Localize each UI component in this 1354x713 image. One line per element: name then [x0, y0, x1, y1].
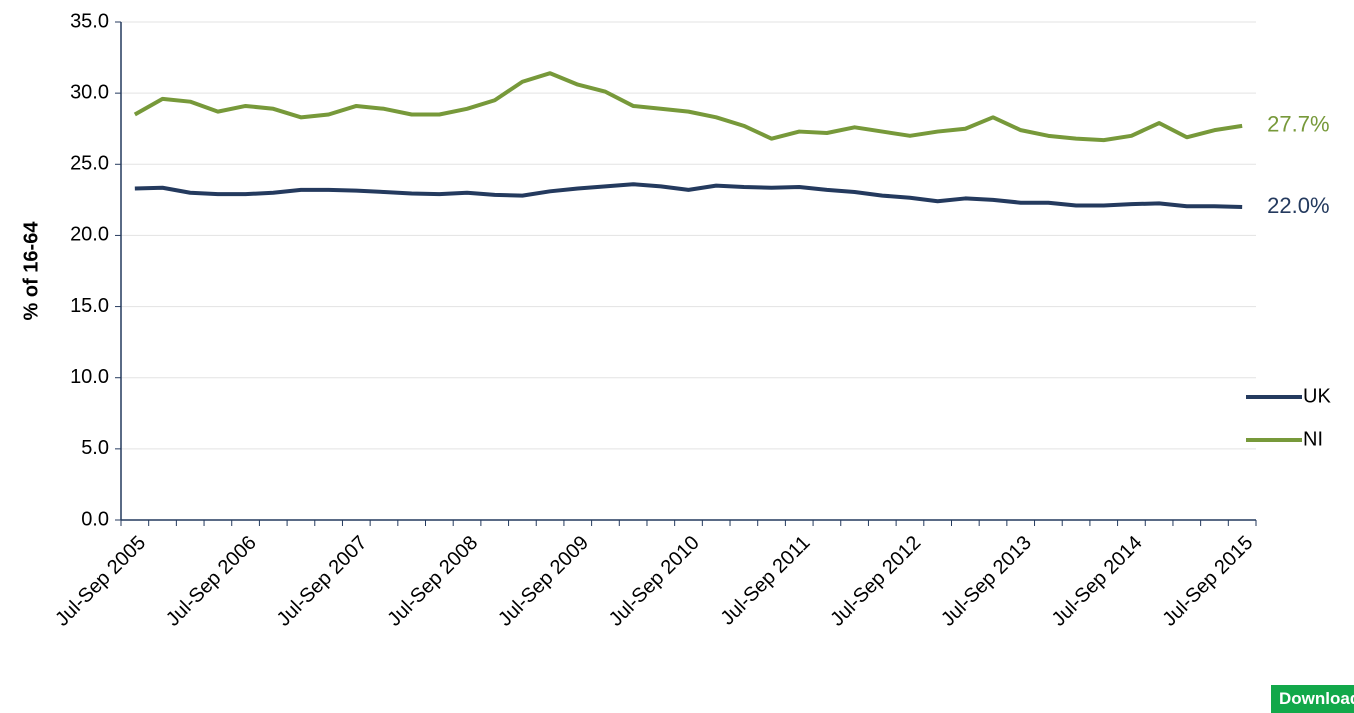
- x-tick-label: Jul-Sep 2012: [826, 532, 925, 631]
- y-tick-label: 25.0: [70, 153, 109, 175]
- line-series: [134, 182, 1243, 209]
- y-tick-label: 20.0: [70, 224, 109, 246]
- x-tick-label: Jul-Sep 2008: [383, 532, 482, 631]
- legend-label: NI: [1303, 428, 1323, 450]
- legend-label: UK: [1303, 385, 1331, 407]
- y-tick-label: 35.0: [70, 10, 109, 32]
- x-tick-label: Jul-Sep 2013: [937, 532, 1036, 631]
- y-tick-label: 10.0: [70, 366, 109, 388]
- y-tick-label: 0.0: [81, 508, 109, 530]
- x-tick-label: Jul-Sep 2009: [494, 532, 593, 631]
- x-tick-label: Jul-Sep 2011: [717, 532, 815, 630]
- line-series: [133, 71, 1243, 143]
- x-tick-label: Jul-Sep 2005: [51, 532, 150, 631]
- y-tick-label: 30.0: [70, 81, 109, 103]
- y-axis-label: % of 16-64: [20, 221, 42, 321]
- download-button[interactable]: Download in excel: [1271, 685, 1354, 713]
- y-tick-label: 15.0: [70, 295, 109, 317]
- end-value-label: 27.7%: [1267, 112, 1329, 137]
- y-tick-label: 5.0: [81, 437, 109, 459]
- x-tick-label: Jul-Sep 2007: [273, 532, 372, 631]
- end-value-label: 22.0%: [1267, 193, 1329, 218]
- x-tick-label: Jul-Sep 2006: [162, 532, 261, 631]
- x-tick-label: Jul-Sep 2015: [1159, 532, 1258, 631]
- x-tick-label: Jul-Sep 2014: [1048, 532, 1147, 631]
- x-tick-label: Jul-Sep 2010: [605, 532, 704, 631]
